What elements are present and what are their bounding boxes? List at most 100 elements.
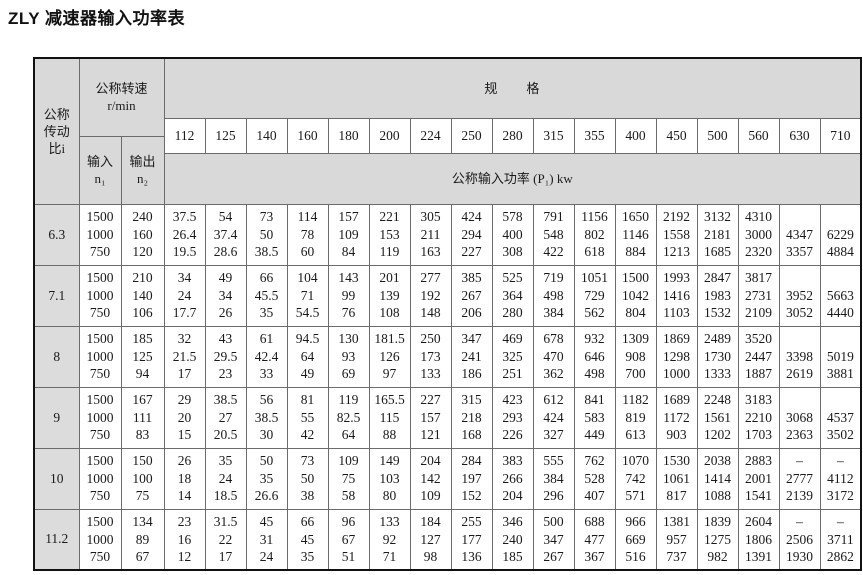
power-value-cell: 3952 3052 bbox=[778, 264, 821, 327]
power-value-cell: 204 142 109 bbox=[409, 447, 452, 510]
power-value-cell: 56 38.5 30 bbox=[245, 386, 288, 449]
power-value-cell: 3068 2363 bbox=[778, 386, 821, 449]
power-value-cell: 201 139 108 bbox=[368, 264, 411, 327]
power-table: 公称 传动 比i 公称转速 r/min 规 格 112 125 140 160 180 2… bbox=[33, 57, 863, 571]
page-title: ZLY 减速器输入功率表 bbox=[8, 9, 185, 28]
power-value-cell: 1650 1146 884 bbox=[614, 203, 657, 266]
output-speed-header: 输出 n₂ bbox=[120, 135, 165, 205]
spec-col-header: 280 bbox=[491, 117, 534, 154]
power-value-cell: – 3711 2862 bbox=[819, 508, 862, 571]
power-value-cell: 184 127 98 bbox=[409, 508, 452, 571]
power-value-cell: – 2506 1930 bbox=[778, 508, 821, 571]
spec-col-header: 250 bbox=[450, 117, 493, 154]
power-value-cell: 719 498 384 bbox=[532, 264, 575, 327]
power-value-cell: 932 646 498 bbox=[573, 325, 616, 388]
power-value-cell: 1070 742 571 bbox=[614, 447, 657, 510]
spec-col-header: 125 bbox=[204, 117, 247, 154]
power-value-cell: 2489 1730 1333 bbox=[696, 325, 739, 388]
ratio-cell: 9 bbox=[33, 386, 80, 449]
power-value-cell: 3132 2181 1685 bbox=[696, 203, 739, 266]
spec-col-header: 315 bbox=[532, 117, 575, 154]
power-value-cell: 35 24 18.5 bbox=[204, 447, 247, 510]
ratio-header: 公称 传动 比i bbox=[33, 57, 80, 205]
power-value-cell: 3183 2210 1703 bbox=[737, 386, 780, 449]
table-row: 8 1500 1000 750 185 125 94 32 21.5 17 43 29.… bbox=[33, 325, 862, 388]
power-value-cell: 181.5 126 97 bbox=[368, 325, 411, 388]
table-body: 6.3 1500 1000 750 240 160 120 37.5 26.4 19.… bbox=[33, 203, 862, 571]
spec-group-header: 规 格 bbox=[163, 57, 862, 119]
power-value-cell: 255 177 136 bbox=[450, 508, 493, 571]
power-value-cell: 50 35 26.6 bbox=[245, 447, 288, 510]
power-value-cell: 1530 1061 817 bbox=[655, 447, 698, 510]
spec-col-header: 180 bbox=[327, 117, 370, 154]
spec-number-row: 112 125 140 160 180 200 224 250 280 315 355 400 450 5… bbox=[34, 117, 862, 154]
power-value-cell: 1689 1172 903 bbox=[655, 386, 698, 449]
power-value-cell: 114 78 60 bbox=[286, 203, 329, 266]
power-value-cell: 227 157 121 bbox=[409, 386, 452, 449]
power-value-cell: 762 528 407 bbox=[573, 447, 616, 510]
power-value-cell: 383 266 204 bbox=[491, 447, 534, 510]
spec-col-header: 630 bbox=[778, 117, 821, 154]
power-value-cell: 5663 4440 bbox=[819, 264, 862, 327]
power-value-cell: 34 24 17.7 bbox=[163, 264, 206, 327]
power-value-cell: 109 75 58 bbox=[327, 447, 370, 510]
power-value-cell: 250 173 133 bbox=[409, 325, 452, 388]
output-speed-cell: 150 100 75 bbox=[120, 447, 165, 510]
power-value-cell: 94.5 64 49 bbox=[286, 325, 329, 388]
power-value-cell: 73 50 38 bbox=[286, 447, 329, 510]
output-speed-cell: 167 111 83 bbox=[120, 386, 165, 449]
power-value-cell: 4310 3000 2320 bbox=[737, 203, 780, 266]
input-speed-cell: 1500 1000 750 bbox=[78, 447, 122, 510]
ratio-cell: 6.3 bbox=[33, 203, 80, 266]
table-row: 7.1 1500 1000 750 210 140 106 34 24 17.7 49 … bbox=[33, 264, 862, 327]
power-value-cell: 73 50 38.5 bbox=[245, 203, 288, 266]
power-value-cell: 157 109 84 bbox=[327, 203, 370, 266]
table-row: 10 1500 1000 750 150 100 75 26 18 14 35 24 1… bbox=[33, 447, 862, 510]
input-speed-cell: 1500 1000 750 bbox=[78, 264, 122, 327]
input-speed-cell: 1500 1000 750 bbox=[78, 508, 122, 571]
power-value-cell: 678 470 362 bbox=[532, 325, 575, 388]
power-value-cell: – 2777 2139 bbox=[778, 447, 821, 510]
power-value-cell: 143 99 76 bbox=[327, 264, 370, 327]
power-value-cell: 29 20 15 bbox=[163, 386, 206, 449]
power-value-cell: 4347 3357 bbox=[778, 203, 821, 266]
ratio-cell: 7.1 bbox=[33, 264, 80, 327]
power-value-cell: 133 92 71 bbox=[368, 508, 411, 571]
header-row-1: 公称 传动 比i 公称转速 r/min 规 格 bbox=[33, 57, 862, 205]
power-unit-header: 公称输入功率 (P₁) kw bbox=[163, 152, 862, 205]
power-value-cell: 119 82.5 64 bbox=[327, 386, 370, 449]
power-value-cell: – 4112 3172 bbox=[819, 447, 862, 510]
spec-col-header: 140 bbox=[245, 117, 288, 154]
power-value-cell: 423 293 226 bbox=[491, 386, 534, 449]
spec-col-header: 355 bbox=[573, 117, 616, 154]
power-value-cell: 43 29.5 23 bbox=[204, 325, 247, 388]
power-value-cell: 2604 1806 1391 bbox=[737, 508, 780, 571]
input-speed-cell: 1500 1000 750 bbox=[78, 325, 122, 388]
header-row-3: 输入 n₁ 输出 n₂ bbox=[34, 135, 861, 205]
power-value-cell: 49 34 26 bbox=[204, 264, 247, 327]
power-value-cell: 1182 819 613 bbox=[614, 386, 657, 449]
power-value-cell: 688 477 367 bbox=[573, 508, 616, 571]
power-value-cell: 305 211 163 bbox=[409, 203, 452, 266]
table-row: 9 1500 1000 750 167 111 83 29 20 15 38.5 27 … bbox=[33, 386, 862, 449]
power-value-cell: 2847 1983 1532 bbox=[696, 264, 739, 327]
power-value-cell: 31.5 22 17 bbox=[204, 508, 247, 571]
spec-col-header: 224 bbox=[409, 117, 452, 154]
power-value-cell: 385 267 206 bbox=[450, 264, 493, 327]
power-value-cell: 1869 1298 1000 bbox=[655, 325, 698, 388]
power-value-cell: 54 37.4 28.6 bbox=[204, 203, 247, 266]
power-value-cell: 96 67 51 bbox=[327, 508, 370, 571]
power-value-cell: 469 325 251 bbox=[491, 325, 534, 388]
spec-col-header: 710 bbox=[819, 117, 862, 154]
table-header: 公称 传动 比i 公称转速 r/min 规 格 112 125 140 160 180 2… bbox=[33, 57, 862, 205]
power-value-cell: 424 294 227 bbox=[450, 203, 493, 266]
power-value-cell: 81 55 42 bbox=[286, 386, 329, 449]
power-value-cell: 1309 908 700 bbox=[614, 325, 657, 388]
power-value-cell: 1156 802 618 bbox=[573, 203, 616, 266]
table-row: 11.2 1500 1000 750 134 89 67 23 16 12 31.5 2… bbox=[33, 508, 862, 571]
power-value-cell: 130 93 69 bbox=[327, 325, 370, 388]
spec-col-header: 500 bbox=[696, 117, 739, 154]
power-value-cell: 277 192 148 bbox=[409, 264, 452, 327]
power-value-cell: 612 424 327 bbox=[532, 386, 575, 449]
